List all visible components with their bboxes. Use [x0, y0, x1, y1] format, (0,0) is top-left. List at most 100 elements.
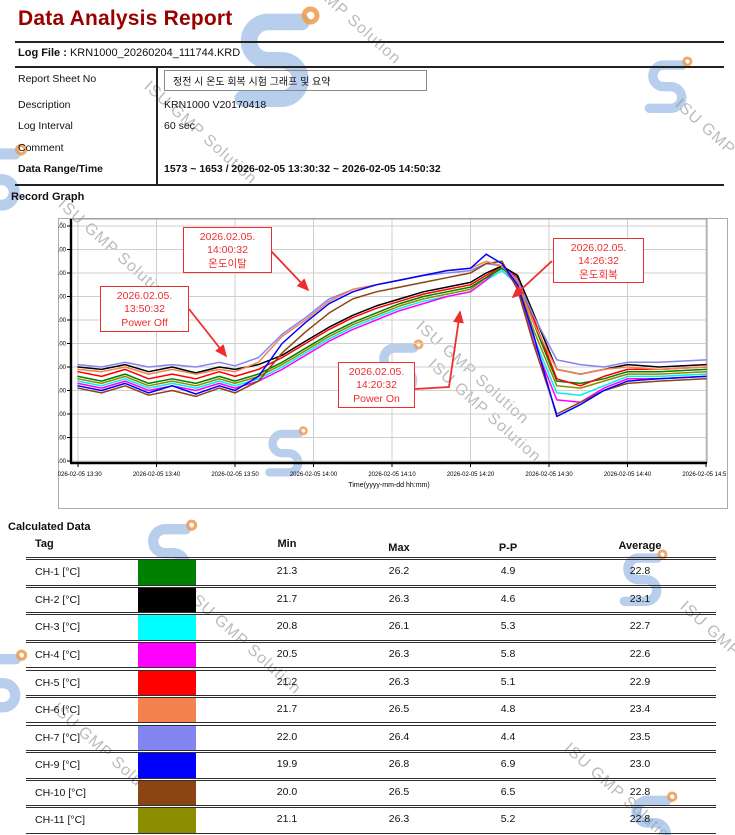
info-row-value: 60 sec	[164, 120, 195, 132]
y-tick-label: 22.00	[58, 365, 67, 371]
cell-max: 26.2	[388, 565, 410, 578]
column-header: Average	[618, 540, 662, 552]
annotation-arrow	[414, 310, 464, 390]
x-tick-label: 2026-02-05 13:30	[58, 472, 102, 478]
cell-max: 26.8	[388, 758, 410, 771]
channel-tag: CH-7 [°C]	[35, 731, 81, 744]
cell-avg: 22.8	[629, 565, 651, 578]
cell-avg: 23.1	[629, 592, 651, 605]
cell-min: 19.9	[276, 758, 298, 771]
cell-max: 26.1	[388, 620, 410, 633]
cell-min: 21.1	[276, 813, 298, 826]
annotation-line: 13:50:32	[124, 303, 165, 316]
annotation-line: 2026.02.05.	[116, 290, 173, 302]
cell-max: 26.5	[388, 703, 410, 716]
x-tick-label: 2026-02-05 14:50	[682, 472, 726, 478]
series-CH-11	[77, 265, 707, 389]
annotation-arrow	[188, 308, 228, 358]
cell-pp: 4.4	[500, 730, 516, 743]
calculated-data-table: Tag Min Max P-P Average CH-1 [°C] 21.3 26.2 4.9 2…	[26, 536, 716, 835]
row-separator	[26, 750, 716, 754]
cell-min: 22.0	[276, 730, 298, 743]
graph-annotation: 2026.02.05. 13:50:32 Power Off	[100, 286, 189, 332]
cell-max: 26.3	[388, 592, 410, 605]
row-separator	[26, 722, 716, 726]
series-CH-9	[77, 253, 707, 418]
watermark-logo-dot	[682, 56, 693, 67]
row-separator	[26, 777, 716, 781]
cell-avg: 22.8	[629, 813, 651, 826]
info-row-value: KRN1000 V20170418	[164, 99, 267, 111]
x-axis-title: Time(yyyy-mm-dd hh:mm)	[348, 482, 429, 489]
channel-tag: CH-11 [°C]	[35, 814, 86, 827]
cell-pp: 4.8	[500, 703, 516, 716]
cell-pp: 5.8	[500, 647, 516, 660]
y-tick-label: 19.00	[58, 436, 67, 442]
info-row-label: Comment	[18, 142, 64, 154]
cell-avg: 23.5	[629, 730, 651, 743]
table-row: CH-7 [°C] 22.0 26.4 4.4 23.5	[26, 725, 716, 751]
channel-color-swatch	[138, 670, 196, 695]
column-header: Tag	[35, 538, 54, 550]
channel-tag: CH-3 [°C]	[35, 621, 81, 634]
annotation-line: 온도회복	[579, 268, 618, 281]
y-tick-label: 28.00	[58, 224, 67, 230]
row-separator	[26, 667, 716, 671]
log-file-label: Log File :	[18, 47, 67, 59]
y-tick-label: 23.00	[58, 342, 67, 348]
info-row: Report Sheet No 정전 시 온도 회복 시험 그래프 및 요약	[0, 70, 735, 91]
channel-color-swatch	[138, 753, 196, 778]
watermark-logo-dot	[15, 649, 28, 661]
table-header-row: Tag Min Max P-P Average	[26, 536, 716, 557]
x-tick-label: 2026-02-05 14:10	[368, 472, 416, 478]
annotation-line: 14:20:32	[356, 379, 397, 392]
watermark-s-logo	[234, 6, 320, 108]
y-tick-label: 25.00	[58, 295, 67, 301]
channel-color-swatch	[138, 642, 196, 668]
table-row: CH-10 [°C] 20.0 26.5 6.5 22.8	[26, 780, 716, 806]
table-row: CH-4 [°C] 20.5 26.3 5.8 22.6	[26, 642, 716, 668]
annotation-line: Power On	[353, 392, 400, 405]
table-row: CH-2 [°C] 21.7 26.3 4.6 23.1	[26, 587, 716, 613]
channel-color-swatch	[138, 587, 196, 613]
x-tick-label: 2026-02-05 14:00	[290, 472, 338, 478]
graph-annotation: 2026.02.05. 14:00:32 온도이탈	[183, 227, 272, 273]
channel-tag: CH-10 [°C]	[35, 786, 86, 799]
channel-color-swatch	[138, 808, 196, 833]
y-tick-label: 18.00	[58, 459, 67, 465]
series-CH-5	[77, 265, 707, 387]
info-row-value: 1573 ~ 1653 / 2026-02-05 13:30:32 ~ 2026…	[164, 163, 441, 175]
table-row: CH-5 [°C] 21.2 26.3 5.1 22.9	[26, 670, 716, 695]
x-tick-label: 2026-02-05 14:30	[525, 472, 573, 478]
annotation-line: 2026.02.05.	[199, 231, 256, 243]
channel-color-swatch	[138, 780, 196, 806]
annotation-line: 14:00:32	[207, 244, 248, 257]
page-title: Data Analysis Report	[18, 7, 233, 30]
cell-max: 26.3	[388, 675, 410, 688]
column-header: Min	[277, 538, 297, 550]
y-tick-label: 27.00	[58, 248, 67, 254]
cell-min: 20.0	[276, 785, 298, 798]
annotation-arrow	[270, 250, 310, 292]
info-row-label: Data Range/Time	[18, 163, 103, 175]
log-file-row: Log File : KRN1000_20260204_111744.KRD	[18, 47, 240, 59]
watermark-text: ISU GMP Solution	[284, 0, 405, 69]
x-tick-label: 2026-02-05 13:40	[133, 472, 181, 478]
cell-pp: 6.9	[500, 758, 516, 771]
x-tick-label: 2026-02-05 13:50	[211, 472, 259, 478]
channel-color-swatch	[138, 615, 196, 640]
cell-pp: 5.1	[500, 675, 516, 688]
channel-tag: CH-5 [°C]	[35, 676, 81, 689]
info-row-label: Description	[18, 99, 71, 111]
info-row: Log Interval 60 sec	[0, 120, 735, 138]
cell-pp: 5.2	[500, 813, 516, 826]
row-separator	[26, 584, 716, 588]
annotation-line: 온도이탈	[208, 257, 247, 270]
cell-avg: 23.4	[629, 703, 651, 716]
cell-min: 21.3	[276, 565, 298, 578]
table-row: CH-1 [°C] 21.3 26.2 4.9 22.8	[26, 560, 716, 585]
cell-pp: 4.6	[500, 592, 516, 605]
row-separator	[26, 694, 716, 699]
info-row-value: 정전 시 온도 회복 시험 그래프 및 요약	[164, 70, 427, 91]
cell-pp: 4.9	[500, 565, 516, 578]
